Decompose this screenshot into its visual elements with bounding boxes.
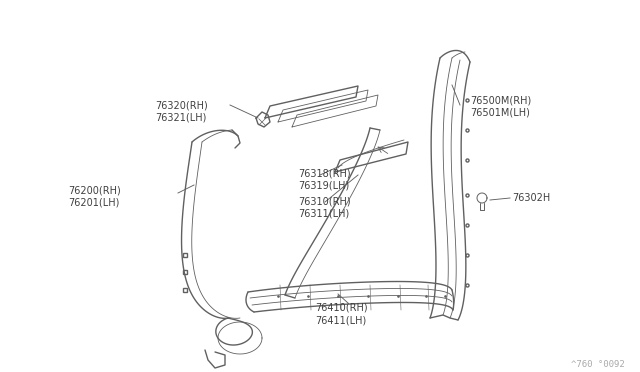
Text: 76302H: 76302H [512, 193, 550, 203]
Text: ^760 °0092: ^760 °0092 [572, 360, 625, 369]
Text: 76320(RH)
76321(LH): 76320(RH) 76321(LH) [155, 100, 208, 123]
Text: 76318(RH)
76319(LH): 76318(RH) 76319(LH) [298, 168, 351, 191]
Text: 76200(RH)
76201(LH): 76200(RH) 76201(LH) [68, 185, 121, 208]
Text: 76310(RH)
76311(LH): 76310(RH) 76311(LH) [298, 196, 351, 219]
Text: 76500M(RH)
76501M(LH): 76500M(RH) 76501M(LH) [470, 95, 531, 118]
Text: 76410(RH)
76411(LH): 76410(RH) 76411(LH) [315, 303, 367, 326]
